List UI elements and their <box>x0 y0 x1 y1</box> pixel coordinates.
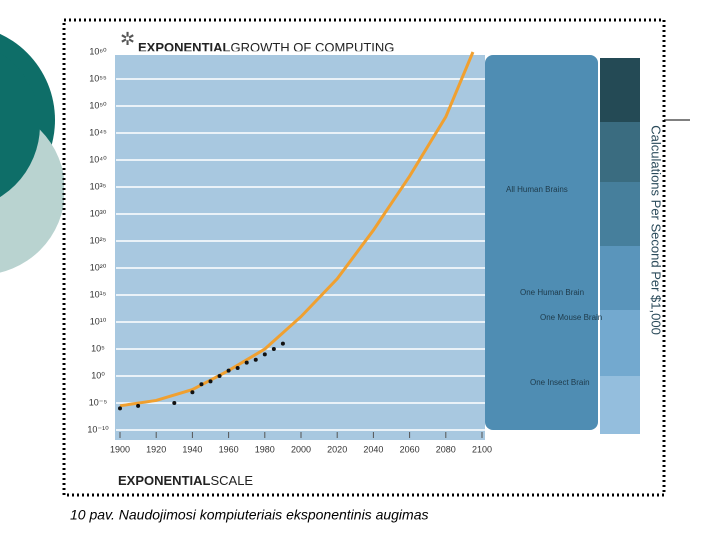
annotation-panel <box>485 55 598 430</box>
x-tick-label: 2080 <box>436 444 456 454</box>
y-axis-label: Calculations Per Second Per $1,000 <box>649 125 664 335</box>
y-tick-label: 10⁻¹⁰ <box>87 424 109 434</box>
data-point <box>118 406 122 411</box>
data-point <box>262 352 267 357</box>
logo-star: ✲ <box>120 29 135 49</box>
x-tick-label: 1980 <box>255 444 275 454</box>
data-point <box>136 403 141 408</box>
chart-title: EXPONENTIALGROWTH OF COMPUTING <box>138 40 394 55</box>
plot: 10⁶⁰ 10⁵⁵ 10⁵⁰ 10⁴⁵ 10⁴⁰ 10³⁵ 10³⁰ 10²⁵ 10²⁰ 10¹⁵… <box>87 46 492 454</box>
y-tick-label: 10³⁵ <box>90 181 107 191</box>
chart-footer: EXPONENTIALSCALE <box>118 473 253 488</box>
y-tick-label: 10⁵⁵ <box>89 73 107 83</box>
growth-curve <box>119 51 475 408</box>
x-tick-label: 1940 <box>182 444 202 454</box>
y-tick-label: 10²⁰ <box>90 262 107 272</box>
y-tick-label: 10⁻⁵ <box>89 397 108 407</box>
data-point <box>253 357 258 362</box>
x-tick-label: 1960 <box>219 444 239 454</box>
scale-bar <box>600 122 640 182</box>
data-point <box>208 379 213 384</box>
scale-bar <box>600 376 640 434</box>
y-tick-label: 10¹⁰ <box>90 316 107 326</box>
annotation: One Insect Brain <box>530 378 590 387</box>
x-tick-label: 1900 <box>110 444 130 454</box>
x-tick-label: 2040 <box>363 444 383 454</box>
y-tick-label: 10⁵⁰ <box>89 100 107 110</box>
data-point <box>235 366 240 371</box>
y-tick-label: 10⁵ <box>91 343 105 353</box>
data-point <box>226 368 231 373</box>
y-tick-label: 10⁶⁰ <box>89 46 107 56</box>
plot-background <box>115 55 485 440</box>
data-point <box>190 390 195 395</box>
annotation: One Human Brain <box>520 288 584 297</box>
y-tick-label: 10⁰ <box>91 370 105 380</box>
y-tick-label: 10¹⁵ <box>90 289 107 299</box>
x-tick-label: 2020 <box>327 444 347 454</box>
footer-rest: SCALE <box>210 473 253 488</box>
annotation: All Human Brains <box>506 185 568 194</box>
decor-circle <box>0 52 40 198</box>
scale-bar <box>600 182 640 246</box>
annotation: One Mouse Brain <box>540 313 602 322</box>
y-tick-label: 10⁴⁰ <box>89 154 107 164</box>
x-tick-label: 1920 <box>146 444 166 454</box>
x-tick-label: 2100 <box>472 444 492 454</box>
data-point <box>172 401 177 405</box>
x-tick-label: 2060 <box>400 444 420 454</box>
scale-bar <box>600 246 640 310</box>
data-point <box>280 341 285 346</box>
data-point <box>271 347 276 351</box>
title-emphasis: EXPONENTIAL <box>138 40 231 55</box>
data-point <box>217 374 222 378</box>
scale-bar <box>600 58 640 122</box>
title-rest: GROWTH OF COMPUTING <box>230 40 394 55</box>
data-point <box>244 360 249 365</box>
caption: 10 pav. Naudojimosi kompiuteriais ekspon… <box>70 507 428 523</box>
y-tick-label: 10³⁰ <box>90 208 107 218</box>
x-tick-label: 2000 <box>291 444 311 454</box>
scale-bar <box>600 310 640 376</box>
data-point <box>199 382 204 387</box>
footer-emphasis: EXPONENTIAL <box>118 473 211 488</box>
y-tick-label: 10⁴⁵ <box>89 127 107 137</box>
y-tick-label: 10²⁵ <box>90 235 107 245</box>
